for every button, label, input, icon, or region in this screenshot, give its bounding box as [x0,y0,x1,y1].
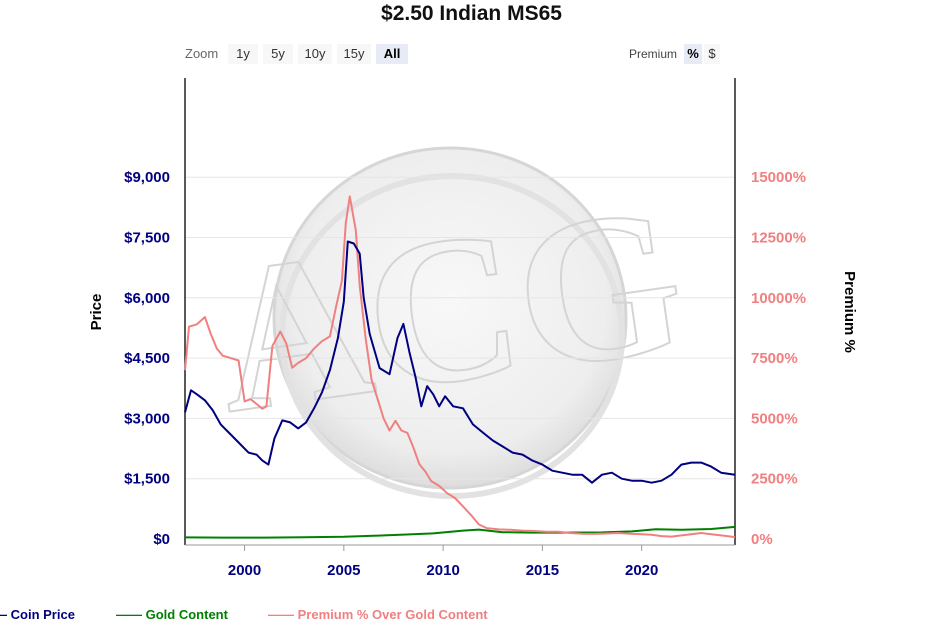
legend-gold-content-symbol: —— [116,607,142,622]
y-tick-label: $7,500 [124,230,170,247]
legend-gold-content-label: Gold Content [145,607,228,622]
y-tick-label: $6,000 [124,290,170,307]
zoom-15y-button[interactable]: 15y [337,44,371,64]
y2-tick-label: 5000% [751,410,798,427]
legend-premium[interactable]: —— Premium % Over Gold Content [268,607,488,622]
premium-dollar-button[interactable]: $ [704,44,720,64]
y-axis-ticks: $0 $1,500 $3,000 $4,500 $6,000 $7,500 $9,000 [124,169,170,548]
x-tick-label: 2000 [228,562,261,579]
zoom-all-button[interactable]: All [376,44,408,64]
coin-watermark: ACG [201,146,697,499]
y-tick-label: $9,000 [124,169,170,186]
zoom-5y-button[interactable]: 5y [263,44,293,64]
premium-line [184,195,736,539]
legend-coin-price-label: Coin Price [10,607,75,622]
y-axis-label: Price [88,294,105,331]
y2-axis-label: Premium % [841,271,858,353]
premium-toggle-label: Premium [629,47,678,61]
x-tick-label: 2010 [426,562,459,579]
coin-price-line [184,240,736,484]
x-tick-label: 2005 [327,562,360,579]
zoom-1y-button[interactable]: 1y [228,44,258,64]
y-tick-label: $4,500 [124,350,170,367]
y2-tick-label: 2500% [751,471,798,488]
x-tick-label: 2020 [625,562,658,579]
y2-tick-label: 15000% [751,169,806,186]
legend-coin-price[interactable]: — Coin Price [0,607,75,622]
premium-percent-button[interactable]: % [684,44,702,64]
legend-coin-price-symbol: — [0,607,7,622]
legend-premium-label: Premium % Over Gold Content [297,607,488,622]
zoom-label: Zoom [185,46,219,61]
y2-tick-label: 10000% [751,290,806,307]
x-axis-ticks: 2000 2005 2010 2015 2020 [228,545,658,579]
y-tick-label: $1,500 [124,471,170,488]
gold-content-line [184,525,736,539]
y-tick-label: $0 [153,531,170,548]
x-tick-label: 2015 [526,562,559,579]
plot-border [184,78,736,546]
y2-axis-ticks: 0% 2500% 5000% 7500% 10000% 12500% 15000% [751,169,806,548]
y2-tick-label: 7500% [751,350,798,367]
chart-title: $2.50 Indian MS65 [381,2,562,25]
legend-gold-content[interactable]: —— Gold Content [116,607,228,622]
watermark-text: ACG [202,163,696,458]
grid-lines [185,176,735,480]
legend-premium-symbol: —— [268,607,294,622]
series-layer [184,195,736,539]
y2-tick-label: 12500% [751,230,806,247]
y-tick-label: $3,000 [124,410,170,427]
y2-tick-label: 0% [751,531,773,548]
zoom-10y-button[interactable]: 10y [298,44,332,64]
